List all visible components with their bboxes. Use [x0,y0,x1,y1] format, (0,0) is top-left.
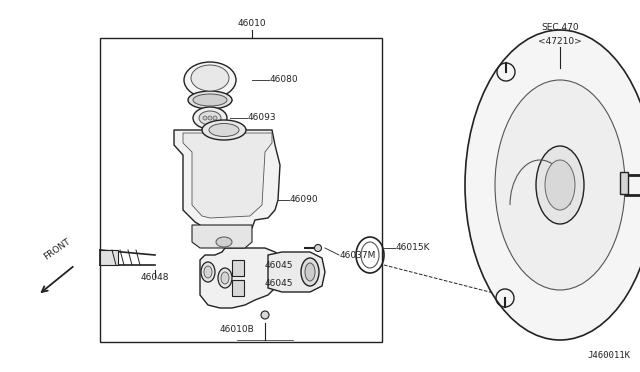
Text: 46045: 46045 [265,279,294,288]
Ellipse shape [221,272,229,284]
Polygon shape [183,133,272,218]
Ellipse shape [184,62,236,98]
Ellipse shape [199,111,221,125]
Text: 46015K: 46015K [396,244,431,253]
Ellipse shape [301,258,319,286]
Ellipse shape [218,268,232,288]
Polygon shape [192,225,252,248]
Ellipse shape [203,116,207,120]
Ellipse shape [193,94,227,106]
Ellipse shape [305,263,315,281]
Ellipse shape [208,116,212,120]
Text: 46045: 46045 [265,260,294,269]
Text: J460011K: J460011K [587,350,630,359]
Ellipse shape [545,160,575,210]
Ellipse shape [204,266,212,278]
Ellipse shape [536,146,584,224]
Ellipse shape [193,107,227,129]
Ellipse shape [191,65,229,91]
Text: 46093: 46093 [248,113,276,122]
Text: 46010B: 46010B [220,326,254,334]
Bar [100,38,382,342]
Text: FRONT: FRONT [42,237,72,262]
Text: SEC.470: SEC.470 [541,23,579,32]
Ellipse shape [201,262,215,282]
Ellipse shape [314,244,321,251]
Text: 46090: 46090 [290,196,319,205]
Bar [100,250,118,265]
Bar [232,260,244,276]
Bar [232,280,244,296]
Bar [620,172,628,194]
Ellipse shape [261,311,269,319]
Text: <47210>: <47210> [538,38,582,46]
Ellipse shape [216,237,232,247]
Ellipse shape [213,116,217,120]
Polygon shape [268,252,325,292]
Ellipse shape [202,120,246,140]
Ellipse shape [209,124,239,137]
Polygon shape [174,130,280,240]
Text: 46048: 46048 [141,273,169,282]
Text: 46010: 46010 [237,19,266,28]
Polygon shape [200,248,282,308]
Text: 46037M: 46037M [340,250,376,260]
Text: 46080: 46080 [270,76,299,84]
Ellipse shape [495,80,625,290]
Ellipse shape [188,91,232,109]
Ellipse shape [465,30,640,340]
